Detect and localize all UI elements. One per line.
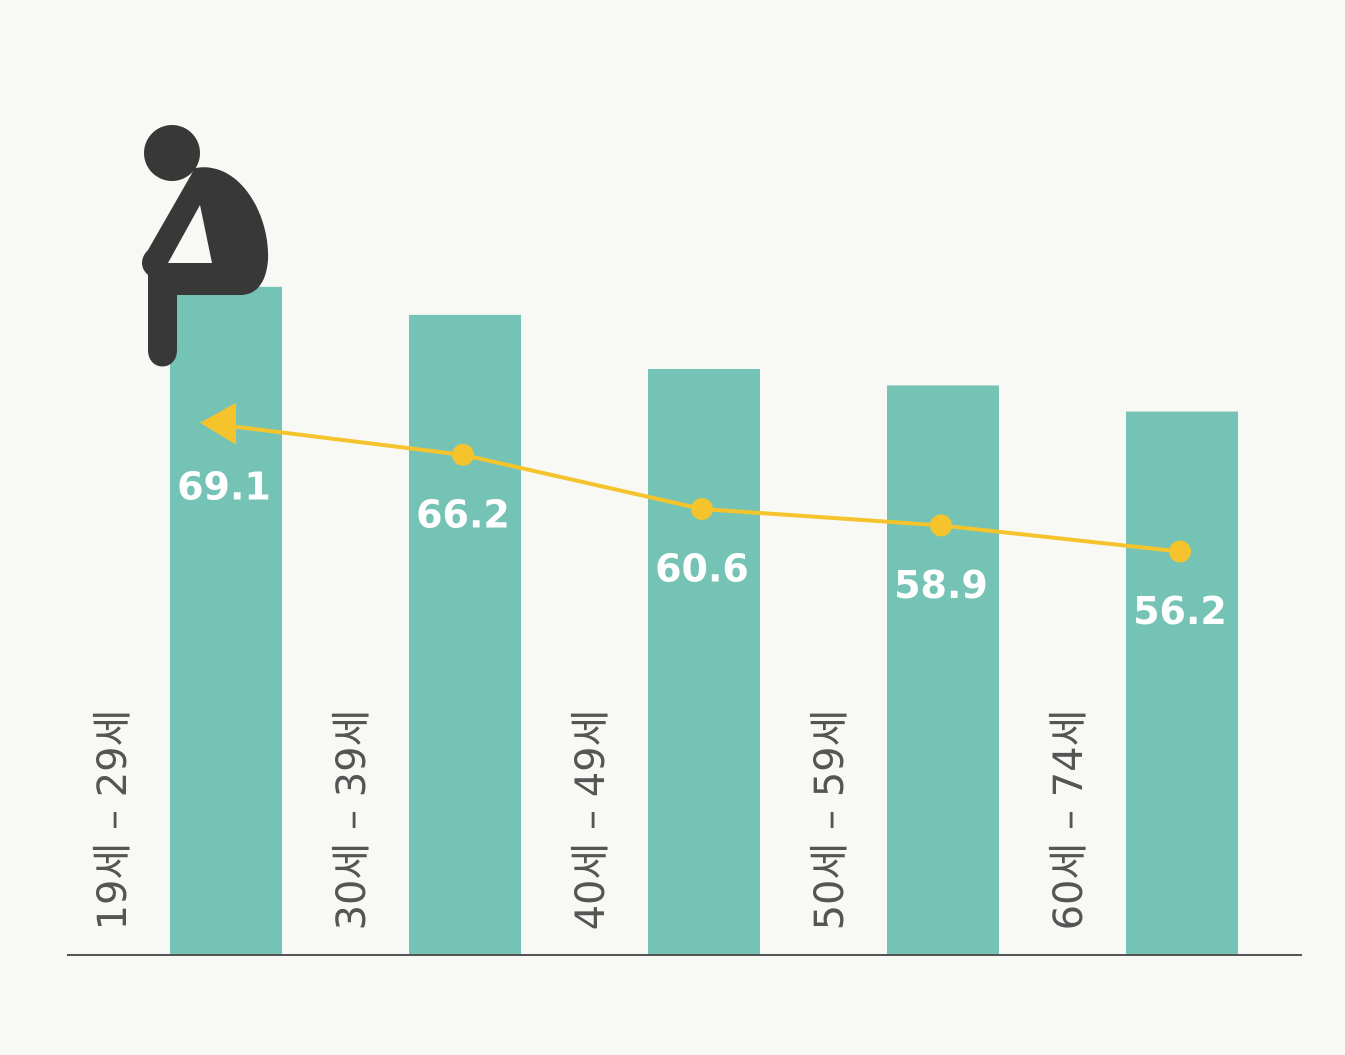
bar: [170, 286, 282, 956]
trend: [200, 402, 1191, 563]
bar: [409, 314, 521, 955]
value-label: 66.2: [416, 492, 510, 536]
person-body: [142, 167, 269, 367]
trend-arrow: [200, 402, 236, 445]
person-icon: [142, 125, 269, 367]
x-tick-label: 60세 – 74세: [1046, 710, 1092, 931]
value-label: 69.1: [177, 464, 271, 508]
bar: [887, 385, 999, 955]
person-head: [144, 125, 200, 181]
bar: [1126, 411, 1238, 955]
trend-point: [930, 514, 952, 537]
x-tick-label: 30세 – 39세: [329, 710, 375, 931]
x-tick-label: 40세 – 49세: [568, 710, 614, 931]
x-tick-label: 50세 – 59세: [807, 710, 853, 931]
trend-point: [452, 443, 474, 466]
value-label: 58.9: [894, 563, 988, 607]
trend-point: [1169, 540, 1191, 563]
person-arm-gap: [168, 205, 212, 263]
bars: [170, 286, 1238, 956]
x-tick-label: 19세 – 29세: [90, 710, 136, 931]
bar: [648, 368, 760, 955]
trend-point: [691, 497, 713, 520]
value-label: 56.2: [1133, 589, 1227, 633]
value-label: 60.6: [655, 546, 749, 590]
